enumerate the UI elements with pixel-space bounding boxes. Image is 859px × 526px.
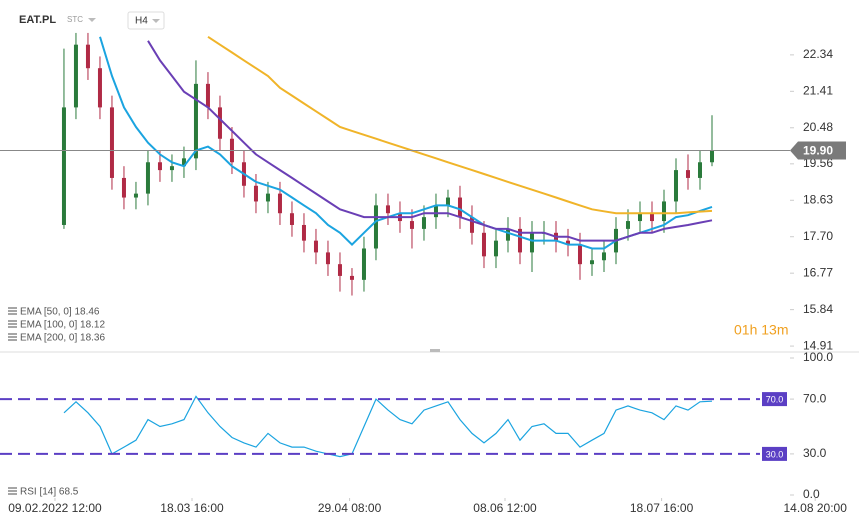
y-tick-label: 17.70 bbox=[803, 229, 833, 243]
candle-body bbox=[337, 264, 342, 276]
candle-body bbox=[85, 44, 90, 69]
x-tick-label: 18.03 16:00 bbox=[160, 501, 224, 515]
interval: H4 bbox=[135, 16, 148, 27]
candle-body bbox=[97, 68, 102, 108]
y-tick-label: 0.0 bbox=[803, 487, 820, 501]
symbol: EAT.PL bbox=[19, 14, 56, 26]
candle-body bbox=[685, 170, 690, 178]
candle-body bbox=[289, 213, 294, 225]
candle-body bbox=[529, 232, 534, 253]
series-line bbox=[99, 36, 713, 250]
y-tick-label: 16.77 bbox=[803, 265, 833, 279]
y-tick-label: 70.0 bbox=[803, 391, 827, 405]
y-tick-label: 21.41 bbox=[803, 83, 833, 97]
candle-body bbox=[313, 240, 318, 253]
candle-body bbox=[193, 83, 198, 159]
candle-body bbox=[577, 244, 582, 265]
candle-body bbox=[493, 240, 498, 257]
level-box bbox=[762, 446, 787, 461]
candle-body bbox=[661, 201, 666, 222]
x-tick-label: 29.04 08:00 bbox=[318, 501, 382, 515]
plot bbox=[61, 32, 714, 296]
y-tick-label: 15.84 bbox=[803, 302, 833, 316]
candle-body bbox=[73, 44, 78, 108]
candle-body bbox=[517, 228, 522, 253]
candle-body bbox=[61, 107, 66, 225]
legend-icon[interactable] bbox=[8, 487, 17, 495]
y-tick-label: 20.48 bbox=[803, 120, 833, 134]
level-label: 30.0 bbox=[766, 449, 784, 459]
candle-body bbox=[325, 252, 330, 265]
legend-icon[interactable] bbox=[8, 320, 17, 328]
candle-body bbox=[133, 193, 138, 198]
candle-body bbox=[457, 197, 462, 218]
candle-body bbox=[409, 221, 414, 229]
candle-body bbox=[145, 162, 150, 194]
series-line bbox=[207, 35, 713, 215]
x-tick-label: 18.07 16:00 bbox=[630, 501, 694, 515]
candle-body bbox=[565, 240, 570, 245]
legend-label: EMA [200, 0] 18.36 bbox=[20, 333, 105, 344]
candle-body bbox=[601, 252, 606, 261]
candle-body bbox=[157, 162, 162, 171]
candle-body bbox=[469, 217, 474, 233]
y-tick-label: 14.91 bbox=[803, 338, 833, 352]
candle-body bbox=[253, 185, 258, 202]
candle-body bbox=[121, 177, 126, 198]
x-tick-label: 08.06 12:00 bbox=[473, 501, 537, 515]
candle-body bbox=[709, 150, 714, 163]
candle-body bbox=[589, 260, 594, 265]
legend-label: EMA [100, 0] 18.12 bbox=[20, 320, 105, 331]
level-box bbox=[762, 392, 787, 407]
plot bbox=[63, 395, 713, 458]
candle-body bbox=[385, 205, 390, 214]
candle-body bbox=[349, 275, 354, 280]
candle-body bbox=[505, 228, 510, 241]
legend-icon[interactable] bbox=[8, 333, 17, 341]
legend-icon[interactable] bbox=[8, 307, 17, 315]
level-label: 70.0 bbox=[766, 394, 784, 404]
candle-body bbox=[265, 193, 270, 202]
resize-handle[interactable] bbox=[430, 349, 440, 352]
candle-body bbox=[109, 107, 114, 178]
candle-body bbox=[445, 197, 450, 206]
candle-body bbox=[361, 248, 366, 280]
candle-body bbox=[637, 213, 642, 222]
y-tick-label: 100.0 bbox=[803, 350, 833, 364]
candle-body bbox=[373, 205, 378, 249]
y-tick-label: 22.34 bbox=[803, 47, 833, 61]
series-line bbox=[147, 40, 713, 242]
interval-box[interactable] bbox=[127, 11, 165, 30]
candle-body bbox=[649, 213, 654, 222]
y-tick-label: 30.0 bbox=[803, 446, 827, 460]
candle-body bbox=[169, 166, 174, 171]
market: STC bbox=[67, 15, 83, 24]
x-tick-label: 14.08 20:00 bbox=[783, 501, 847, 515]
candle-body bbox=[277, 193, 282, 214]
candle-body bbox=[217, 107, 222, 139]
last-price-label: 19.90 bbox=[803, 144, 833, 158]
interval-dropdown[interactable] bbox=[152, 19, 160, 23]
x-tick-label: 09.02.2022 12:00 bbox=[8, 501, 102, 515]
legend-label: EMA [50, 0] 18.46 bbox=[20, 307, 100, 318]
countdown: 01h 13m bbox=[734, 322, 788, 338]
candle-body bbox=[301, 224, 306, 241]
candle-body bbox=[181, 158, 186, 167]
y-tick-label: 18.63 bbox=[803, 192, 833, 206]
series-line bbox=[63, 395, 713, 458]
candle-body bbox=[205, 83, 210, 108]
candle-body bbox=[625, 221, 630, 229]
last-price-box bbox=[790, 141, 846, 160]
candle-body bbox=[433, 205, 438, 218]
legend-label: RSI [14] 68.5 bbox=[20, 487, 79, 498]
candle-body bbox=[673, 170, 678, 202]
candle-body bbox=[421, 217, 426, 229]
market-dropdown[interactable] bbox=[88, 18, 96, 22]
candle-body bbox=[481, 232, 486, 257]
candle-body bbox=[697, 162, 702, 178]
